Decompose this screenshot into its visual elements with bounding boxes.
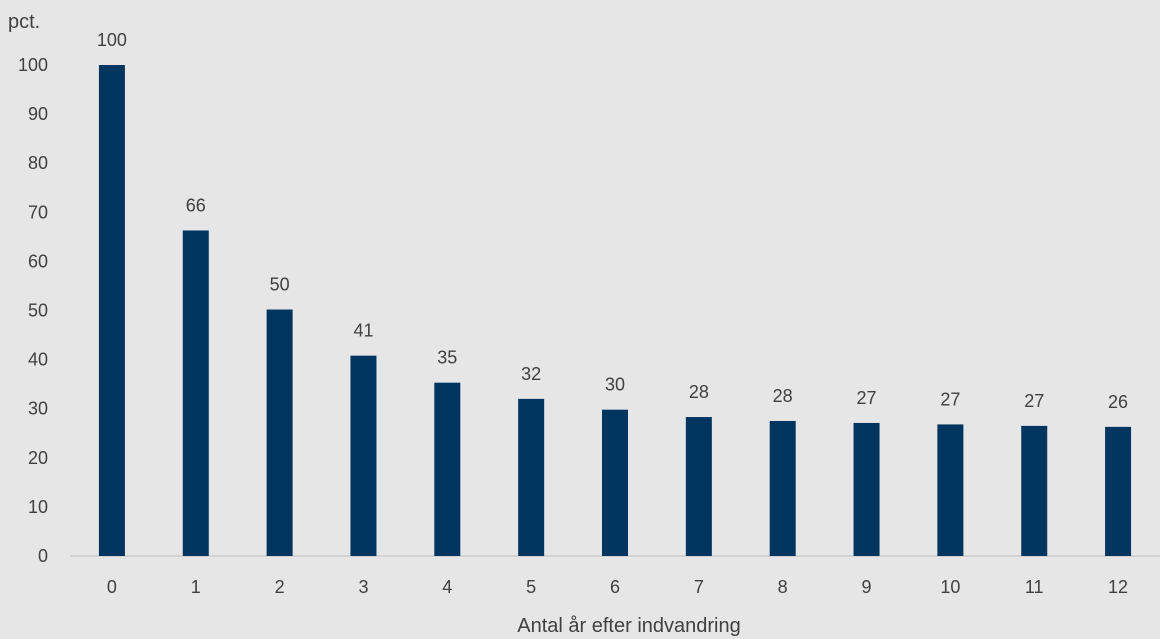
x-tick-label-8: 8: [778, 577, 788, 597]
x-tick-label-5: 5: [526, 577, 536, 597]
data-label-5: 32: [521, 364, 541, 384]
x-tick-label-4: 4: [442, 577, 452, 597]
data-label-0: 100: [97, 30, 127, 50]
bar-2: [266, 309, 293, 556]
y-tick-label: 100: [18, 55, 48, 75]
bar-9: [853, 422, 880, 556]
y-tick-label: 40: [28, 350, 48, 370]
data-label-4: 35: [437, 348, 457, 368]
x-tick-label-3: 3: [358, 577, 368, 597]
data-label-10: 27: [940, 389, 960, 409]
x-tick-label-1: 1: [191, 577, 201, 597]
y-tick-label: 0: [38, 546, 48, 566]
bar-6: [602, 409, 628, 556]
x-tick-label-11: 11: [1025, 577, 1044, 597]
y-tick-label: 50: [28, 301, 48, 321]
y-tick-label: 90: [28, 104, 48, 124]
y-tick-label: 60: [28, 251, 48, 271]
x-tick-label-9: 9: [862, 577, 872, 597]
bar-0: [98, 65, 125, 556]
data-label-9: 27: [857, 388, 877, 408]
data-label-11: 27: [1024, 391, 1044, 411]
bar-10: [937, 424, 964, 556]
bar-4: [434, 382, 461, 556]
data-label-1: 66: [186, 195, 206, 215]
x-tick-label-2: 2: [275, 577, 285, 597]
data-label-3: 41: [353, 321, 373, 341]
x-tick-label-12: 12: [1108, 577, 1128, 597]
y-tick-label: 80: [28, 153, 48, 173]
y-tick-label: 10: [28, 497, 48, 517]
bar-12: [1105, 426, 1132, 556]
data-labels-group: 100 66 50 41 35 32 30 28 28 27 27 27 26: [97, 30, 1128, 412]
y-tick-label: 20: [28, 448, 48, 468]
x-axis-title: Antal år efter indvandring: [517, 615, 740, 637]
y-axis: 0 10 20 30 40 50 60 70 80 90 100: [18, 55, 48, 566]
bar-7: [685, 417, 712, 556]
bar-8: [769, 420, 796, 556]
bar-1: [182, 230, 209, 557]
data-label-8: 28: [773, 386, 793, 406]
bar-3: [350, 355, 377, 556]
x-tick-label-10: 10: [940, 577, 960, 597]
x-tick-label-6: 6: [610, 577, 620, 597]
data-label-7: 28: [689, 382, 709, 402]
data-label-2: 50: [270, 275, 290, 295]
bar-11: [1021, 425, 1048, 556]
data-label-6: 30: [605, 375, 625, 395]
x-tick-label-7: 7: [694, 577, 704, 597]
y-tick-label: 30: [28, 399, 48, 419]
x-tick-label-0: 0: [107, 577, 117, 597]
bar-5: [518, 398, 545, 556]
y-tick-label: 70: [28, 202, 48, 222]
data-label-12: 26: [1108, 392, 1128, 412]
y-axis-unit-label: pct.: [8, 11, 40, 33]
x-axis: 0 1 2 3 4 5 6 7 8 9 10 11 12: [107, 577, 1128, 597]
bars-group: [98, 65, 1132, 557]
